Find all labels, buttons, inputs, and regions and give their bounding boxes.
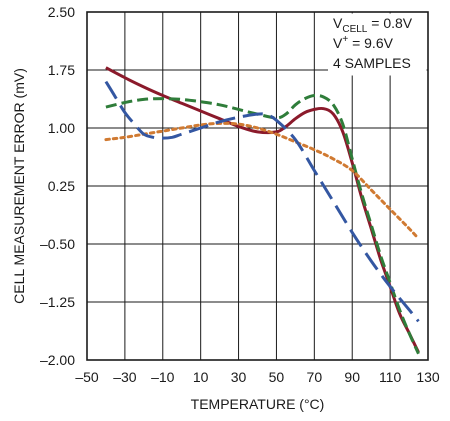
annotation-vplus: V+ = 9.6V bbox=[333, 34, 394, 51]
series-line-3 bbox=[104, 121, 420, 241]
y-tick-label: 2.50 bbox=[48, 4, 75, 20]
x-tick-label: 130 bbox=[416, 369, 440, 385]
x-tick-label: –30 bbox=[113, 369, 137, 385]
annotation-background bbox=[328, 13, 427, 76]
x-tick-label: –10 bbox=[151, 369, 175, 385]
series-layer bbox=[104, 66, 420, 355]
x-tick-label: 90 bbox=[344, 369, 360, 385]
y-tick-label: –0.50 bbox=[40, 236, 75, 252]
series-line-2 bbox=[105, 93, 420, 355]
x-tick-label: 10 bbox=[193, 369, 209, 385]
y-tick-label: 1.00 bbox=[48, 120, 75, 136]
plot-frame bbox=[86, 11, 429, 361]
annotation-vcell: VCELL = 0.8V bbox=[333, 15, 413, 35]
y-tick-label: –2.00 bbox=[40, 352, 75, 368]
grid bbox=[87, 12, 428, 360]
annotation-samples: 4 SAMPLES bbox=[333, 55, 411, 71]
y-tick-label: 0.25 bbox=[48, 178, 75, 194]
y-tick-label: –1.25 bbox=[40, 294, 75, 310]
y-tick-label: 1.75 bbox=[48, 62, 75, 78]
x-axis-title: TEMPERATURE (°C) bbox=[191, 396, 325, 412]
x-tick-label: –50 bbox=[75, 369, 99, 385]
y-axis-title: CELL MEASUREMENT ERROR (mV) bbox=[11, 68, 27, 304]
y-tick-labels: 2.50 1.75 1.00 0.25 –0.50 –1.25 –2.00 bbox=[40, 4, 75, 368]
x-tick-labels: –50 –30 –10 10 30 50 70 90 110 130 bbox=[75, 369, 440, 385]
x-tick-label: 50 bbox=[269, 369, 285, 385]
series-line-4 bbox=[104, 80, 420, 323]
x-tick-label: 70 bbox=[307, 369, 323, 385]
x-tick-label: 30 bbox=[231, 369, 247, 385]
x-tick-label: 110 bbox=[379, 369, 402, 385]
series-line-1 bbox=[105, 66, 420, 353]
